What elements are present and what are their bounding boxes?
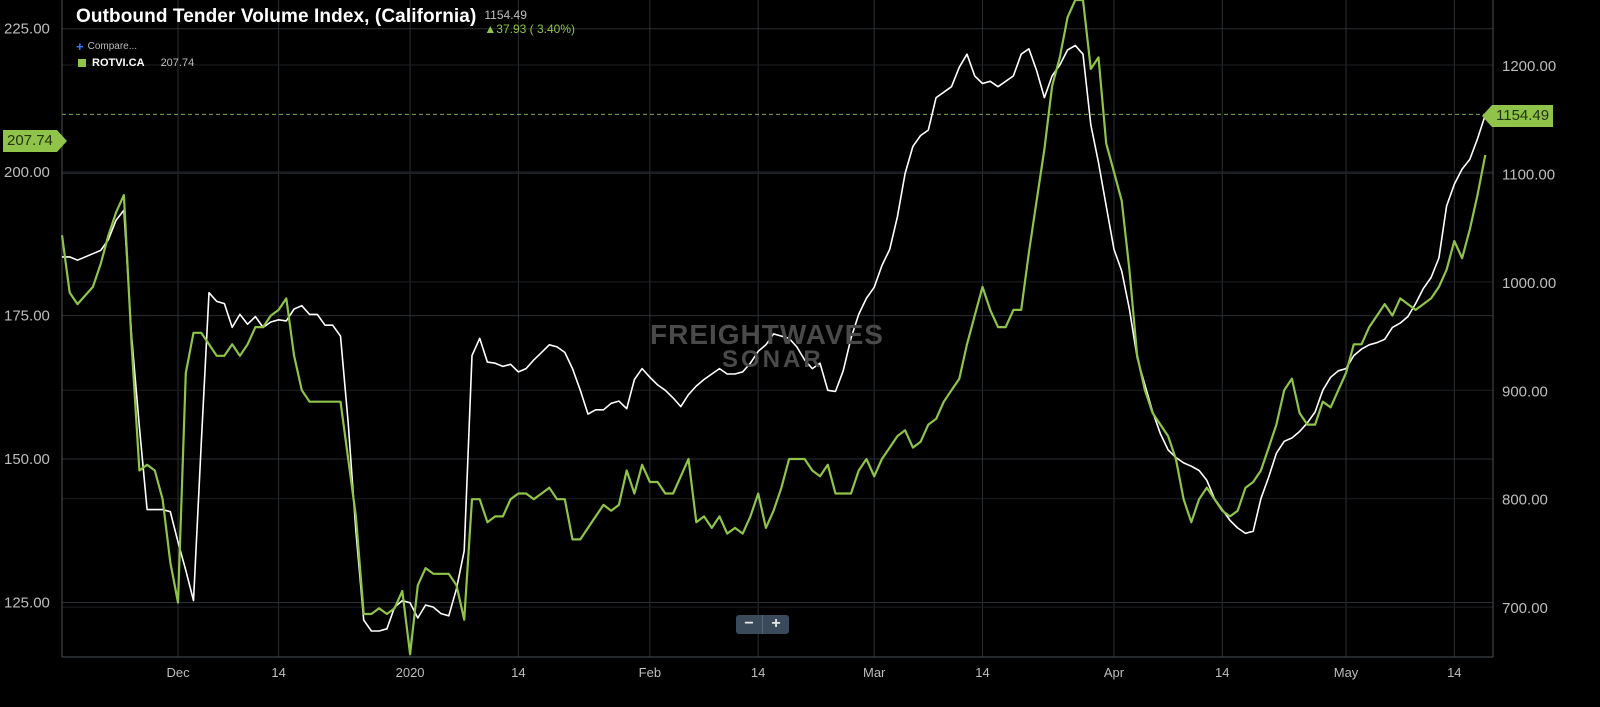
compare-button[interactable]: + Compare...: [76, 38, 138, 54]
series-line-green: [60, 0, 1487, 656]
x-tick-label: 14: [975, 665, 989, 680]
x-tick-label: 14: [511, 665, 525, 680]
zoom-out-button[interactable]: −: [744, 615, 754, 632]
y-left-tick-label: 225.00: [4, 21, 50, 38]
x-tick-label: 14: [751, 665, 765, 680]
y-left-tick-label: 200.00: [4, 164, 50, 181]
plus-icon: +: [76, 38, 84, 54]
price-box: 1154.49 ▲37.93 ( 3.40%): [484, 8, 575, 36]
watermark-line1: FREIGHTWAVES: [650, 319, 884, 350]
left-axis-value-marker: 207.74: [3, 130, 67, 152]
legend-value: 207.74: [160, 57, 195, 69]
x-tick-label: 14: [1447, 665, 1461, 680]
series-layer: [60, 0, 1487, 656]
y-right-tick-label: 1200.00: [1502, 58, 1556, 75]
zoom-in-button[interactable]: +: [771, 615, 781, 632]
x-tick-label: 14: [1215, 665, 1229, 680]
price-change: ▲37.93 ( 3.40%): [484, 22, 575, 36]
compare-label: Compare...: [87, 41, 138, 52]
zoom-controls: − +: [736, 615, 789, 634]
x-tick-label: May: [1334, 665, 1359, 680]
legend[interactable]: ROTVI.CA 207.74: [78, 57, 194, 69]
x-tick-label: 2020: [396, 665, 425, 680]
x-tick-label: Feb: [639, 665, 661, 680]
x-tick-label: 14: [271, 665, 285, 680]
watermark-line2: SONAR: [722, 346, 824, 373]
y-left-tick-label: 150.00: [4, 451, 50, 468]
header: Outbound Tender Volume Index, (Californi…: [76, 6, 575, 36]
x-tick-label: Dec: [166, 665, 190, 680]
zoom-divider: [762, 615, 763, 634]
axes: Dec 14 2020 14 Feb 14 Mar 14 Apr 14 May 14 125.00 150…: [4, 0, 1556, 680]
series-line-white: [62, 44, 1487, 632]
y-left-tick-label: 175.00: [4, 308, 50, 325]
x-tick-label: Apr: [1104, 665, 1125, 680]
grid: [62, 0, 1493, 657]
right-axis-value-marker: 1154.49: [1481, 105, 1554, 127]
y-right-tick-label: 900.00: [1502, 383, 1548, 400]
y-right-tick-label: 1100.00: [1502, 166, 1555, 183]
chart-title: Outbound Tender Volume Index, (Californi…: [76, 6, 477, 27]
legend-symbol: ROTVI.CA: [92, 57, 145, 69]
y-left-tick-label: 125.00: [4, 594, 50, 611]
x-tick-label: Mar: [863, 665, 886, 680]
y-right-tick-label: 1000.00: [1502, 275, 1556, 292]
y-right-tick-label: 800.00: [1502, 492, 1548, 509]
legend-swatch: [78, 59, 86, 67]
last-price: 1154.49: [484, 8, 527, 22]
y-right-tick-label: 700.00: [1502, 600, 1548, 617]
